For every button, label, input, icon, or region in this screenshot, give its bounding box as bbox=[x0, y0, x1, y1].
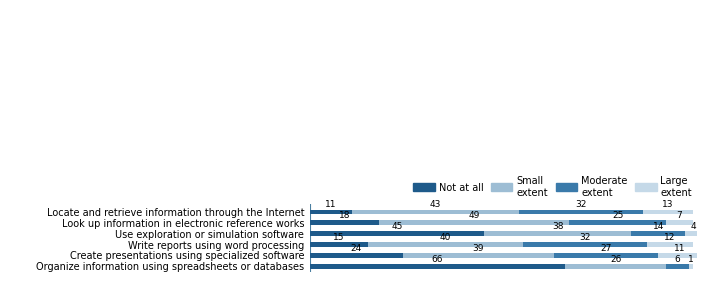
Bar bbox=[658, 253, 701, 258]
Bar bbox=[379, 220, 569, 225]
Text: 40: 40 bbox=[439, 233, 451, 242]
Text: 11: 11 bbox=[674, 244, 685, 253]
Bar bbox=[310, 253, 403, 258]
Text: 15: 15 bbox=[333, 233, 344, 242]
Text: 11: 11 bbox=[325, 200, 337, 209]
Text: 49: 49 bbox=[469, 211, 480, 220]
Text: 45: 45 bbox=[391, 222, 403, 231]
Bar bbox=[403, 253, 554, 258]
Text: 7: 7 bbox=[677, 211, 682, 220]
Bar bbox=[569, 220, 666, 225]
Text: 27: 27 bbox=[601, 244, 612, 253]
Bar bbox=[631, 231, 685, 236]
Bar bbox=[519, 210, 643, 214]
Legend: Not at all, Small
extent, Moderate
extent, Large
extent: Not at all, Small extent, Moderate exten… bbox=[413, 176, 692, 198]
Bar bbox=[686, 231, 701, 236]
Text: 6: 6 bbox=[674, 255, 681, 264]
Text: 38: 38 bbox=[552, 222, 563, 231]
Bar bbox=[310, 231, 484, 236]
Bar bbox=[310, 242, 367, 247]
Bar bbox=[367, 242, 522, 247]
Bar bbox=[352, 210, 519, 214]
Text: 4: 4 bbox=[691, 222, 696, 231]
Text: 66: 66 bbox=[432, 255, 444, 264]
Text: 43: 43 bbox=[430, 200, 441, 209]
Bar bbox=[647, 242, 693, 247]
Bar bbox=[310, 210, 352, 214]
Text: 25: 25 bbox=[612, 211, 623, 220]
Bar bbox=[522, 242, 647, 247]
Bar bbox=[565, 264, 666, 269]
Text: 32: 32 bbox=[579, 233, 591, 242]
Bar bbox=[689, 264, 693, 269]
Bar bbox=[666, 220, 693, 225]
Bar bbox=[666, 264, 689, 269]
Bar bbox=[484, 231, 631, 236]
Text: 24: 24 bbox=[351, 244, 362, 253]
Text: 39: 39 bbox=[472, 244, 484, 253]
Bar bbox=[554, 253, 658, 258]
Bar bbox=[643, 210, 693, 214]
Text: 12: 12 bbox=[664, 233, 676, 242]
Text: 1: 1 bbox=[689, 255, 694, 264]
Text: 26: 26 bbox=[610, 255, 622, 264]
Text: 18: 18 bbox=[339, 211, 351, 220]
Text: 32: 32 bbox=[575, 200, 586, 209]
Bar bbox=[310, 264, 565, 269]
Text: 14: 14 bbox=[653, 222, 664, 231]
Bar bbox=[310, 220, 379, 225]
Text: 13: 13 bbox=[662, 200, 674, 209]
